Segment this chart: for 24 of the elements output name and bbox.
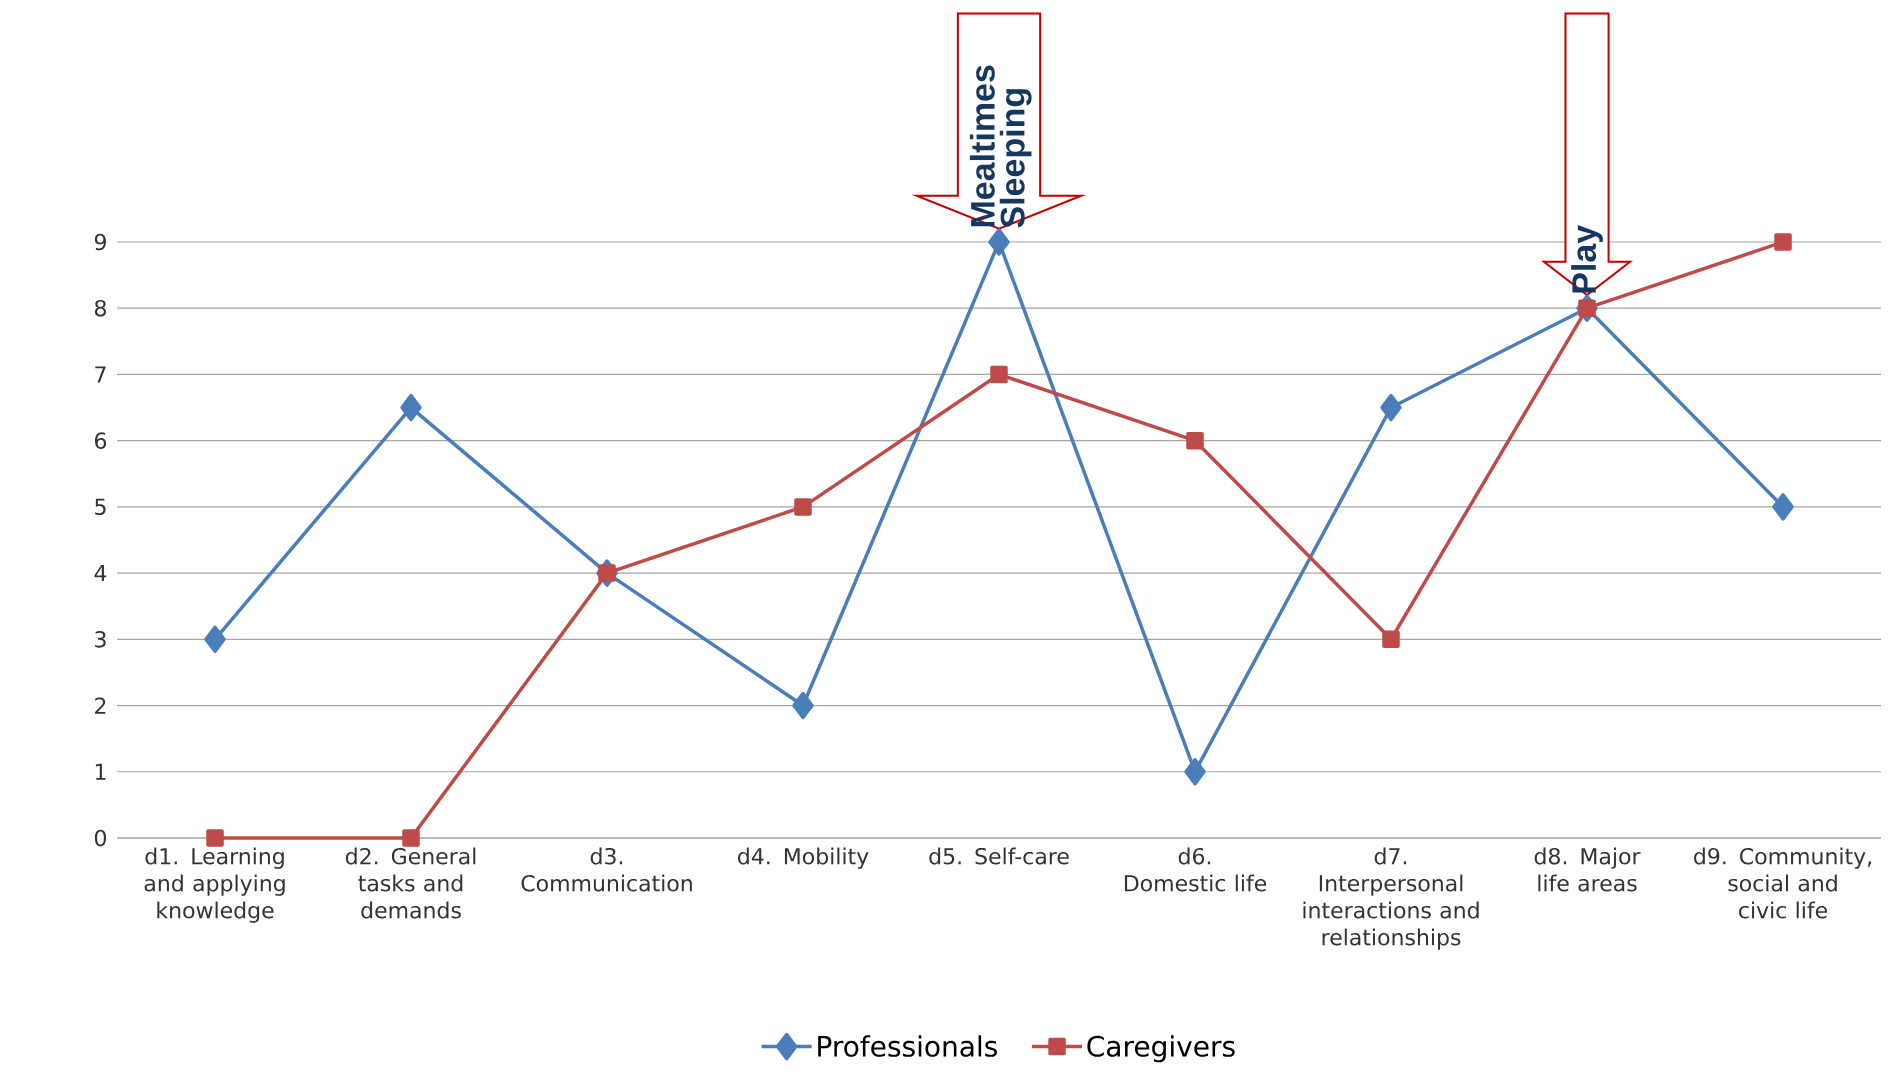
y-tick-label: 1 xyxy=(95,763,106,780)
y-tick-label: 2 xyxy=(95,697,106,714)
y-tick-label: 4 xyxy=(94,565,107,582)
x-tick-label: d8. Major life areas xyxy=(1534,847,1641,892)
y-tick-label: 5 xyxy=(95,498,106,516)
x-tick-label: d2. General tasks and demands xyxy=(345,847,476,919)
annotation: Sleeping xyxy=(999,89,1032,228)
y-tick-label: 9 xyxy=(94,233,106,251)
y-tick-label: 8 xyxy=(94,299,106,317)
annotation: Mealtimes xyxy=(969,65,995,227)
x-tick-label: d5. Self-care xyxy=(929,847,1069,865)
legend-label: Caregivers xyxy=(1087,1035,1235,1063)
annotation: Play xyxy=(1571,225,1603,293)
x-tick-label: d3. Communication xyxy=(521,847,692,892)
x-tick-label: d4. Mobility xyxy=(738,847,869,869)
y-tick-label: 3 xyxy=(95,631,106,648)
x-tick-label: d1. Learning and applying knowledge xyxy=(144,847,285,923)
x-tick-label: d6. Domestic life xyxy=(1124,847,1267,892)
x-tick-label: d7. Interpersonal interactions and relationships xyxy=(1303,847,1479,950)
x-tick-label: d9. Community, social and civic life xyxy=(1694,847,1872,919)
y-tick-label: 7 xyxy=(95,366,106,383)
legend-label: Professionals xyxy=(818,1035,997,1057)
y-tick-label: 6 xyxy=(95,432,107,449)
y-tick-label: 0 xyxy=(94,829,107,847)
